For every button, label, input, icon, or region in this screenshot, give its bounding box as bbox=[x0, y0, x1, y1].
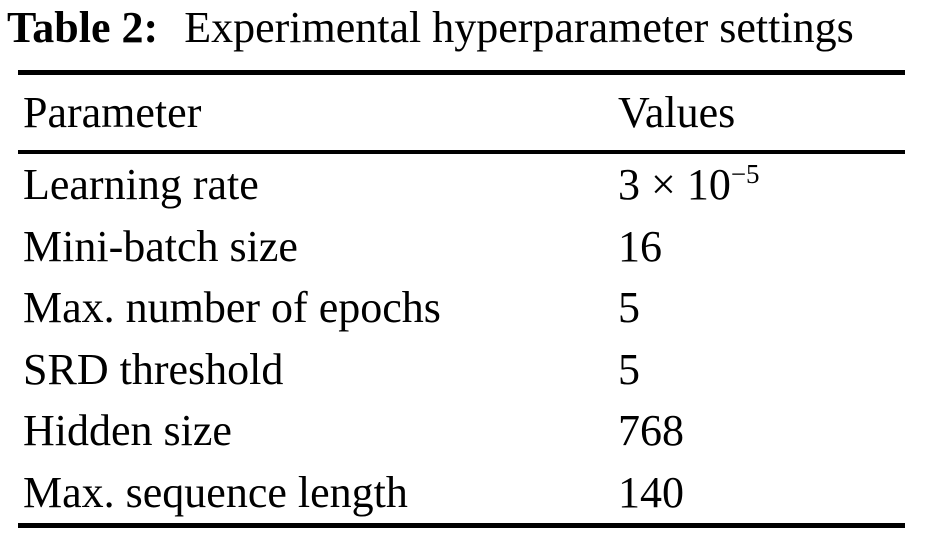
param-cell: Max. number of epochs bbox=[23, 283, 441, 333]
value-cell: 140 bbox=[618, 467, 905, 518]
param-cell: Hidden size bbox=[23, 406, 232, 456]
table-row-learning-rate: Learning rate 3 × 10−5 bbox=[18, 154, 905, 216]
param-cell: Max. sequence length bbox=[23, 467, 408, 517]
value-text: 5 bbox=[618, 283, 640, 333]
value-cell: 768 bbox=[618, 405, 905, 456]
param-cell: Mini-batch size bbox=[23, 221, 298, 271]
table-row-hidden-size: Hidden size 768 bbox=[18, 400, 905, 462]
value-cell: 5 bbox=[618, 282, 905, 333]
value-cell: 5 bbox=[618, 344, 905, 395]
value-cell: 3 × 10−5 bbox=[618, 159, 905, 210]
table-caption: Table 2: Experimental hyperparameter sett… bbox=[0, 0, 925, 70]
table-row-srd-threshold: SRD threshold 5 bbox=[18, 339, 905, 401]
table-mid-rule bbox=[18, 150, 905, 154]
table-row-max-sequence-length: Max. sequence length 140 bbox=[18, 462, 905, 524]
table-bottom-rule bbox=[18, 523, 905, 528]
table-row-max-epochs: Max. number of epochs 5 bbox=[18, 277, 905, 339]
table-row-mini-batch-size: Mini-batch size 16 bbox=[18, 216, 905, 278]
param-cell: Learning rate bbox=[23, 160, 259, 210]
table-caption-title: Experimental hyperparameter settings bbox=[184, 3, 854, 52]
value-text: 3 × 10 bbox=[618, 160, 731, 210]
column-header-values: Values bbox=[618, 88, 736, 137]
table-caption-label: Table 2: bbox=[7, 3, 159, 52]
table-top-rule bbox=[18, 70, 905, 75]
value-text: 5 bbox=[618, 344, 640, 394]
value-cell: 16 bbox=[618, 221, 905, 272]
column-header-parameter: Parameter bbox=[23, 88, 202, 137]
param-cell: SRD threshold bbox=[23, 344, 284, 394]
value-text: 768 bbox=[618, 406, 684, 456]
value-text: 16 bbox=[618, 221, 662, 271]
table-header-row: Parameter Values bbox=[18, 75, 905, 150]
value-text: 140 bbox=[618, 467, 684, 517]
value-superscript: −5 bbox=[730, 159, 760, 190]
hyperparameter-table: Parameter Values Learning rate 3 × 10−5 … bbox=[18, 70, 905, 528]
